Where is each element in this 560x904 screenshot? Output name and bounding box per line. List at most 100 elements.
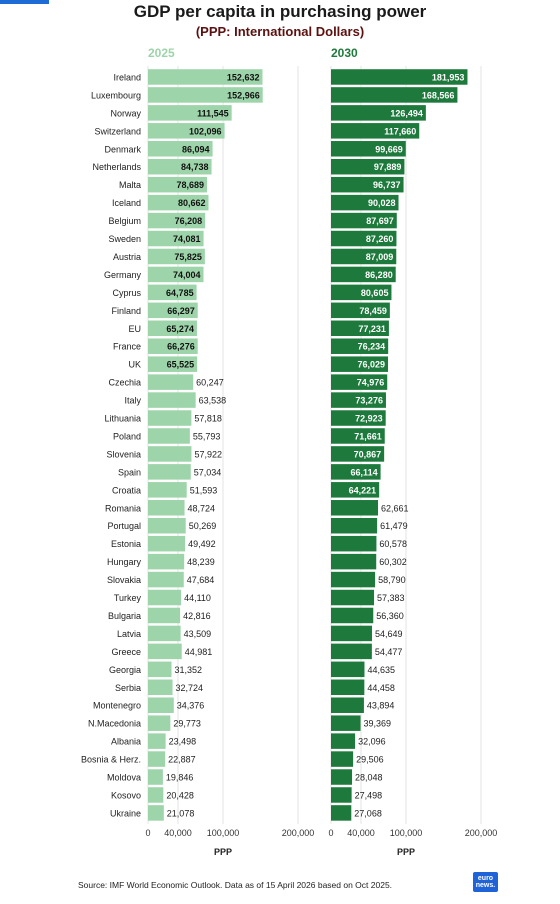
category-label: Luxembourg	[91, 90, 141, 100]
category-label: Switzerland	[94, 126, 141, 136]
bar	[148, 643, 182, 660]
category-label: Albania	[111, 737, 141, 747]
bar	[331, 356, 389, 372]
bar	[331, 535, 377, 552]
category-label: Slovakia	[107, 575, 141, 585]
data-label: 61,479	[380, 521, 408, 531]
data-label: 47,684	[187, 575, 215, 585]
bar	[331, 805, 352, 821]
category-label: Czechia	[108, 378, 141, 388]
bar	[331, 87, 458, 103]
category-label: Cyprus	[112, 288, 141, 298]
bar	[331, 661, 365, 678]
data-label: 72,923	[355, 414, 383, 424]
data-label: 43,509	[184, 629, 212, 639]
data-label: 55,793	[193, 431, 221, 441]
x-tick-label: 40,000	[347, 828, 375, 838]
category-label: Spain	[118, 467, 141, 477]
x-tick-label: 40,000	[164, 828, 192, 838]
bar	[148, 733, 166, 749]
data-label: 71,661	[354, 431, 382, 441]
data-label: 117,660	[384, 126, 416, 136]
data-label: 44,635	[367, 665, 395, 675]
bar	[148, 374, 194, 390]
bar	[148, 571, 184, 588]
bar	[148, 805, 164, 821]
category-label: Sweden	[108, 234, 141, 244]
bar	[331, 500, 378, 516]
data-label: 60,578	[379, 539, 407, 549]
bar	[148, 446, 192, 462]
chart-title: GDP per capita in purchasing power	[133, 2, 427, 21]
bar	[148, 589, 182, 606]
category-label: Moldova	[107, 773, 141, 783]
bar	[331, 338, 389, 354]
bar	[331, 428, 385, 444]
data-label: 44,458	[367, 683, 395, 693]
bar	[331, 230, 397, 247]
data-label: 48,724	[188, 503, 216, 513]
bar	[331, 194, 399, 211]
data-label: 66,297	[167, 306, 195, 316]
data-label: 111,545	[197, 108, 229, 118]
category-label: EU	[128, 324, 141, 334]
bar	[331, 374, 388, 390]
category-label: Austria	[113, 252, 141, 262]
data-label: 102,096	[189, 126, 222, 136]
bar	[331, 410, 386, 426]
data-label: 87,009	[366, 252, 394, 262]
data-label: 66,114	[351, 467, 378, 477]
bar	[148, 410, 192, 426]
data-label: 86,280	[365, 270, 393, 280]
bar	[148, 356, 198, 372]
data-label: 51,593	[190, 485, 218, 495]
data-label: 50,269	[189, 521, 217, 531]
data-label: 152,966	[227, 90, 260, 100]
bar	[331, 697, 364, 713]
data-label: 97,889	[374, 162, 402, 172]
bar	[148, 266, 204, 283]
data-label: 31,352	[175, 665, 203, 675]
data-label: 32,724	[176, 683, 204, 693]
bar	[148, 661, 172, 678]
bar	[331, 302, 390, 319]
category-label: N.Macedonia	[88, 719, 141, 729]
data-label: 126,494	[390, 108, 423, 118]
category-label: Croatia	[112, 485, 141, 495]
data-label: 76,029	[357, 360, 385, 370]
bar	[331, 589, 375, 606]
bar	[331, 141, 406, 157]
category-label: Denmark	[104, 144, 141, 154]
data-label: 28,048	[355, 773, 383, 783]
category-label: Italy	[124, 396, 141, 406]
category-label: UK	[128, 360, 141, 370]
chart-subtitle: (PPP: International Dollars)	[195, 24, 365, 39]
x-tick-label: 100,000	[207, 828, 240, 838]
data-label: 57,034	[194, 467, 222, 477]
x-axis-title: PPP	[397, 847, 415, 857]
data-label: 86,094	[182, 144, 210, 154]
category-label: Malta	[119, 180, 141, 190]
data-label: 42,816	[183, 611, 211, 621]
bar	[331, 266, 396, 283]
data-label: 29,773	[173, 719, 201, 729]
data-label: 49,492	[188, 539, 216, 549]
bar	[331, 715, 361, 731]
bar	[331, 769, 353, 785]
category-label: Bulgaria	[108, 611, 141, 621]
bar	[148, 517, 186, 534]
source-note: Source: IMF World Economic Outlook. Data…	[78, 880, 393, 890]
data-label: 21,078	[167, 808, 195, 818]
bar	[331, 751, 354, 767]
bar	[148, 158, 212, 175]
data-label: 75,825	[174, 252, 202, 262]
category-label: Bosnia & Herz.	[81, 755, 141, 765]
data-label: 152,632	[227, 72, 260, 82]
bar	[331, 212, 397, 229]
data-label: 43,894	[367, 701, 395, 711]
category-label: Portugal	[107, 521, 141, 531]
bar	[331, 320, 389, 337]
data-label: 87,260	[366, 234, 394, 244]
data-label: 60,302	[379, 557, 407, 567]
data-label: 64,221	[349, 485, 377, 495]
